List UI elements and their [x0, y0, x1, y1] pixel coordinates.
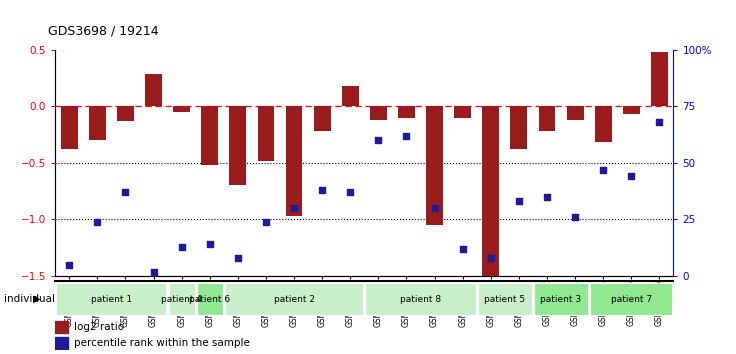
Point [513, 199, 525, 204]
Bar [169, 283, 194, 315]
Point [148, 269, 160, 274]
Point [541, 194, 553, 200]
Bar [342, 86, 358, 106]
Text: patient 4: patient 4 [161, 295, 202, 304]
Bar [145, 74, 162, 106]
Point [654, 119, 665, 125]
Bar [398, 106, 415, 118]
Bar [286, 106, 302, 216]
Point [344, 189, 356, 195]
Point [63, 262, 75, 268]
Text: percentile rank within the sample: percentile rank within the sample [74, 338, 250, 348]
Point [569, 215, 581, 220]
Point [232, 255, 244, 261]
Bar [258, 106, 275, 161]
Point [316, 187, 328, 193]
Text: patient 2: patient 2 [274, 295, 314, 304]
Bar [57, 283, 166, 315]
Text: patient 7: patient 7 [611, 295, 652, 304]
Point [400, 133, 412, 138]
Point [260, 219, 272, 224]
Text: ▶: ▶ [33, 294, 40, 304]
Bar [539, 106, 556, 131]
Bar [197, 283, 223, 315]
Bar [366, 283, 475, 315]
Bar [370, 106, 387, 120]
Bar [89, 106, 106, 140]
Text: GDS3698 / 19214: GDS3698 / 19214 [48, 25, 158, 38]
Point [289, 205, 300, 211]
Bar [225, 283, 363, 315]
Bar [567, 106, 584, 120]
Bar [534, 283, 588, 315]
Bar [454, 106, 471, 118]
Point [372, 137, 384, 143]
Point [91, 219, 103, 224]
Point [176, 244, 188, 250]
Bar [590, 283, 672, 315]
Text: patient 6: patient 6 [189, 295, 230, 304]
Bar [595, 106, 612, 142]
Bar [482, 106, 499, 278]
Bar [623, 106, 640, 114]
Point [204, 241, 216, 247]
Bar [61, 106, 78, 149]
Text: individual: individual [4, 294, 54, 304]
Text: log2 ratio: log2 ratio [74, 322, 124, 332]
Bar [651, 52, 668, 106]
Point [598, 167, 609, 172]
Bar [230, 106, 247, 185]
Point [485, 255, 497, 261]
Bar [202, 106, 218, 165]
Point [428, 205, 440, 211]
Point [119, 189, 131, 195]
Point [626, 173, 637, 179]
Bar [173, 106, 190, 112]
Point [457, 246, 469, 252]
Text: patient 5: patient 5 [484, 295, 526, 304]
Bar [55, 321, 68, 333]
Bar [314, 106, 330, 131]
Bar [55, 337, 68, 349]
Text: patient 1: patient 1 [91, 295, 132, 304]
Bar [117, 106, 134, 121]
Text: patient 3: patient 3 [540, 295, 581, 304]
Bar [478, 283, 532, 315]
Text: patient 8: patient 8 [400, 295, 441, 304]
Bar [426, 106, 443, 225]
Bar [511, 106, 527, 149]
